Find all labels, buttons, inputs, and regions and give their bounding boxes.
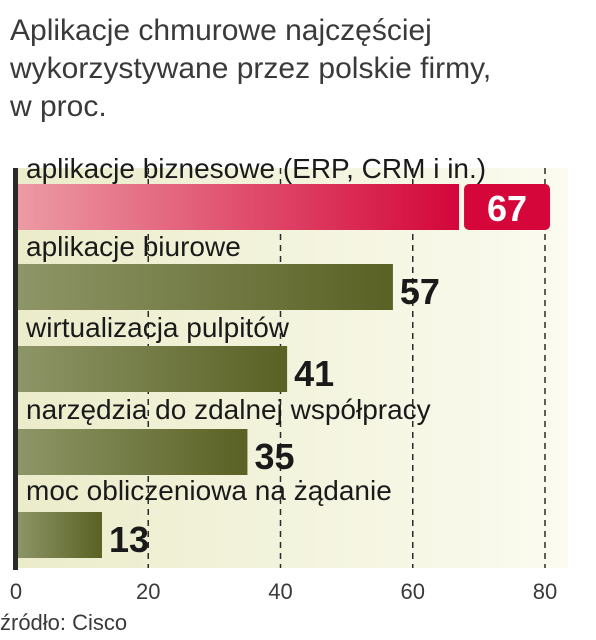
y-axis-line bbox=[13, 168, 18, 570]
bar bbox=[16, 264, 393, 310]
title-line: Aplikacje chmurowe najczęściej bbox=[10, 14, 432, 47]
category-label: aplikacje biznesowe (ERP, CRM i in.) bbox=[26, 153, 486, 184]
value-badge bbox=[464, 184, 551, 230]
x-tick-label: 40 bbox=[268, 579, 292, 604]
value-label: 41 bbox=[294, 353, 334, 394]
x-tick-label: 20 bbox=[136, 579, 160, 604]
value-label: 67 bbox=[487, 188, 527, 229]
x-tick-label: 80 bbox=[533, 579, 557, 604]
bar bbox=[16, 429, 248, 475]
source-note: źródło: Cisco bbox=[0, 610, 128, 635]
title-line: wykorzystywane przez polskie firmy, bbox=[10, 52, 492, 85]
x-tick-label: 60 bbox=[401, 579, 425, 604]
bar bbox=[16, 512, 102, 558]
category-label: narzędzia do zdalnej współpracy bbox=[26, 394, 431, 425]
value-label: 13 bbox=[109, 519, 149, 560]
bar-highlight bbox=[16, 184, 460, 230]
value-label: 57 bbox=[400, 271, 440, 312]
category-label: aplikacje biurowe bbox=[26, 231, 241, 262]
x-tick-label: 0 bbox=[10, 579, 22, 604]
category-label: moc obliczeniowa na żądanie bbox=[26, 475, 392, 506]
category-label: wirtualizacja pulpitów bbox=[25, 312, 290, 343]
chart-title: Aplikacje chmurowe najczęściej wykorzyst… bbox=[10, 12, 580, 126]
title-line: w proc. bbox=[10, 90, 107, 123]
bar-chart: aplikacje biznesowe (ERP, CRM i in.)67 ap… bbox=[10, 153, 568, 604]
bar bbox=[16, 346, 288, 392]
value-label: 35 bbox=[254, 436, 294, 477]
